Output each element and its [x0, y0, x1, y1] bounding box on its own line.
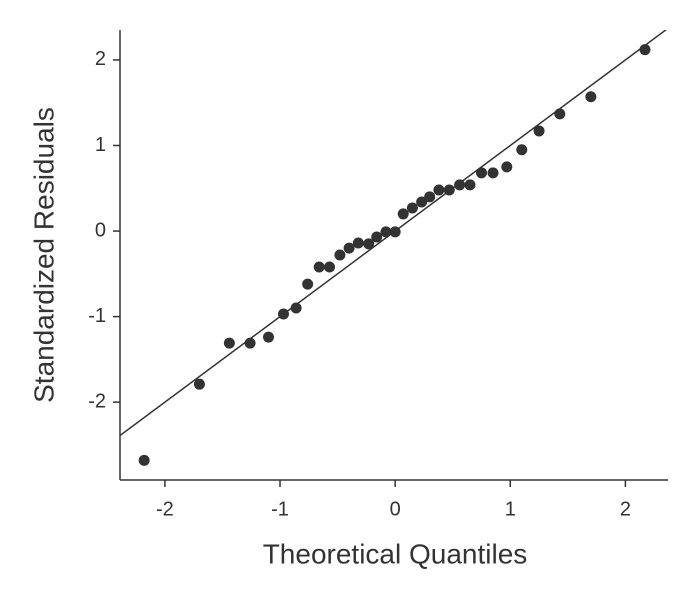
point	[371, 231, 383, 243]
point	[501, 161, 513, 173]
x-tick-label: -1	[271, 498, 289, 520]
point	[443, 184, 455, 196]
point	[406, 202, 418, 214]
point	[324, 261, 336, 273]
point	[416, 196, 428, 208]
point	[389, 226, 401, 238]
x-axis-label: Theoretical Quantiles	[263, 538, 528, 569]
point	[454, 179, 466, 191]
x-tick-label: -2	[156, 498, 174, 520]
y-tick-label: 1	[95, 134, 106, 156]
y-tick-label: -1	[88, 305, 106, 327]
x-tick-label: 0	[390, 498, 401, 520]
point	[363, 238, 375, 250]
point	[313, 261, 325, 273]
point	[277, 308, 289, 320]
point	[302, 278, 314, 290]
x-tick-label: 2	[620, 498, 631, 520]
point	[380, 226, 392, 238]
point	[244, 337, 256, 349]
point	[397, 208, 409, 220]
point	[487, 167, 499, 179]
y-tick-label: -2	[88, 390, 106, 412]
x-tick-label: 1	[505, 498, 516, 520]
y-axis-label: Standardized Residuals	[28, 107, 59, 403]
point	[343, 242, 355, 254]
point	[516, 144, 528, 156]
point	[138, 454, 150, 466]
point	[290, 302, 302, 314]
point	[424, 191, 436, 203]
point	[585, 91, 597, 103]
point	[433, 184, 445, 196]
point	[193, 378, 205, 390]
point	[263, 331, 275, 343]
point	[475, 167, 487, 179]
y-tick-label: 0	[95, 219, 106, 241]
point	[533, 125, 545, 137]
point	[464, 179, 476, 191]
point	[554, 108, 566, 120]
point	[223, 337, 235, 349]
point	[334, 249, 346, 261]
point	[352, 237, 364, 249]
point	[639, 44, 651, 56]
y-tick-label: 2	[95, 48, 106, 70]
